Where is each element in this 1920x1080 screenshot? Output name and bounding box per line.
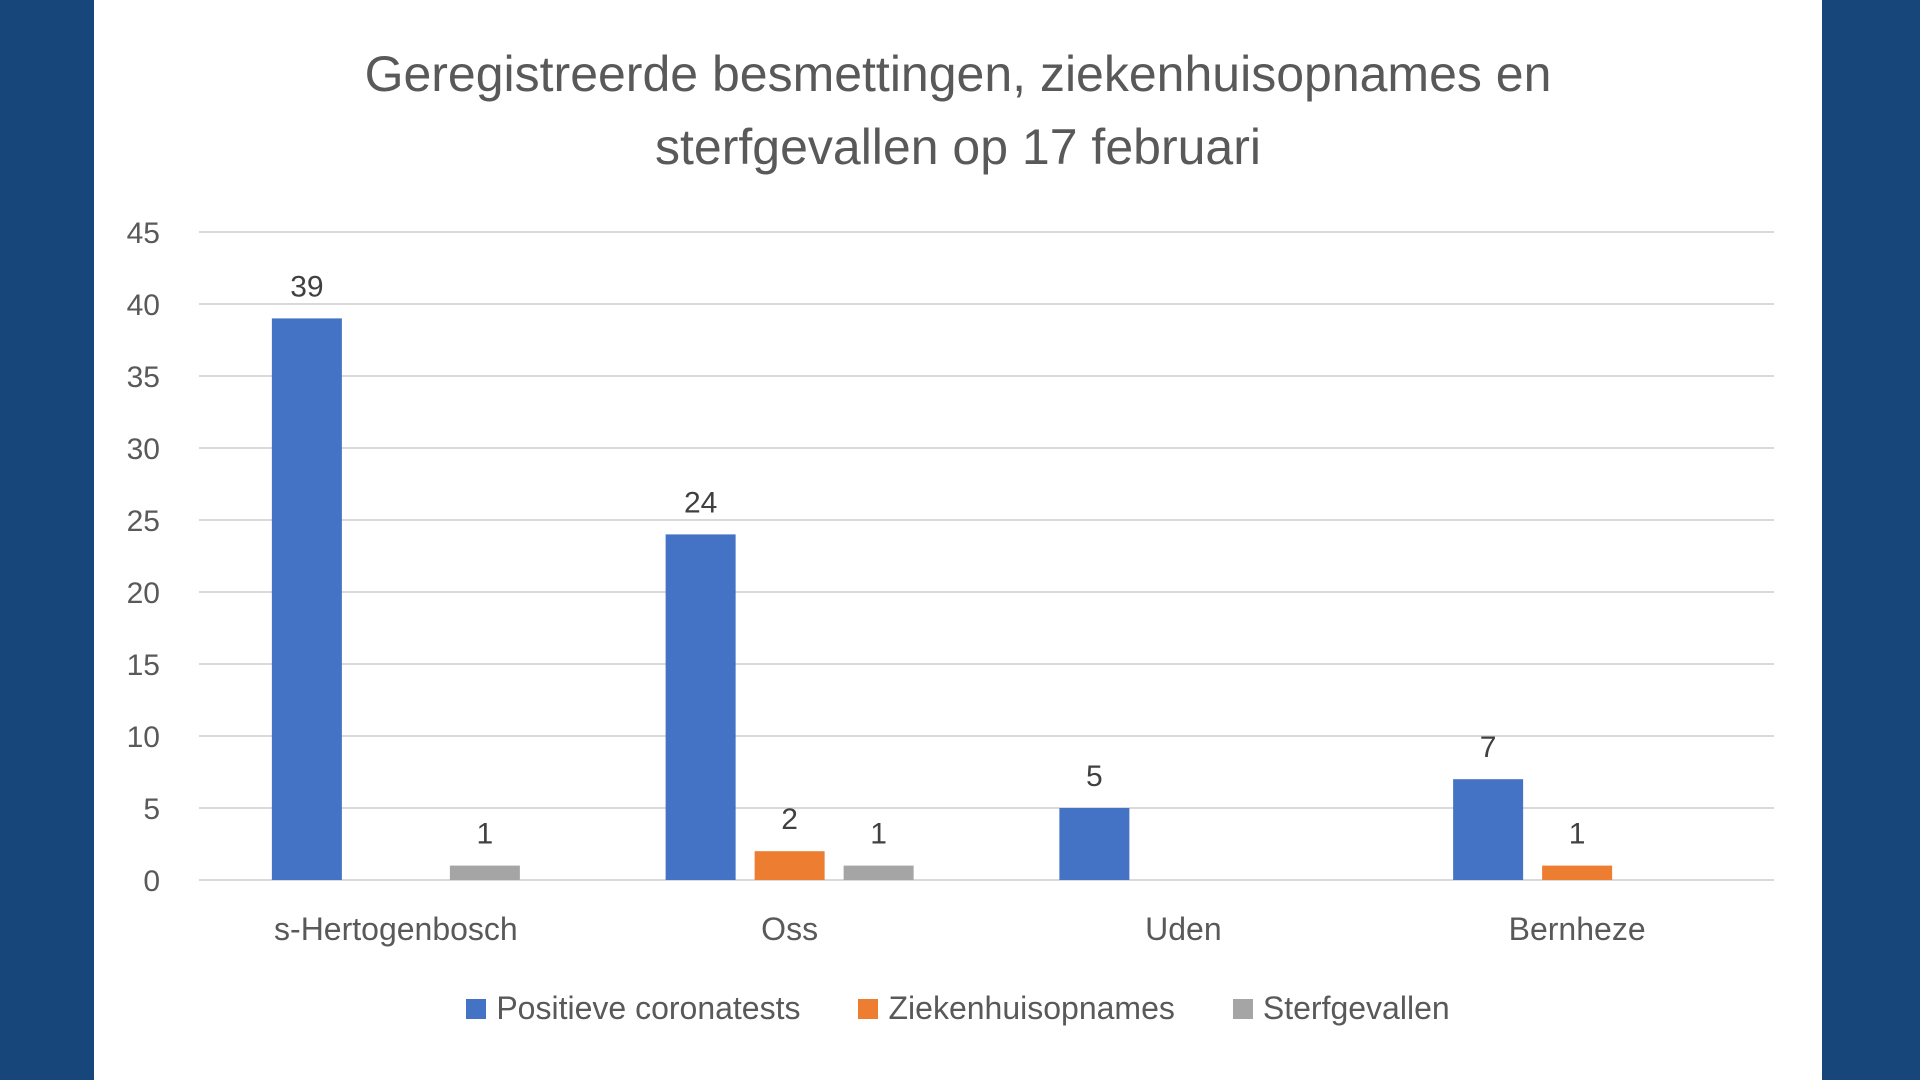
data-label: 1 (1569, 818, 1586, 851)
data-label: 39 (290, 270, 323, 303)
bar-positieve-coronatests (271, 318, 342, 880)
x-tick-label: Oss (761, 911, 818, 947)
bar-positieve-coronatests (1453, 779, 1524, 880)
y-tick-label: 20 (127, 577, 160, 610)
data-label: 1 (870, 818, 887, 851)
legend-label: Sterfgevallen (1262, 990, 1450, 1026)
x-tick-label: Bernheze (1509, 911, 1646, 947)
bar-sterfgevallen (449, 865, 520, 880)
bar-positieve-coronatests (665, 534, 736, 880)
y-tick-label: 30 (127, 433, 160, 466)
bar-ziekenhuisopnames (1542, 865, 1613, 880)
y-tick-label: 5 (143, 793, 160, 826)
bar-sterfgevallen (843, 865, 914, 880)
legend-swatch (466, 998, 487, 1019)
chart-legend: Positieve coronatests Ziekenhuisopnames St… (94, 990, 1822, 1027)
data-label: 24 (684, 486, 717, 519)
y-tick-label: 0 (143, 865, 160, 898)
x-tick-label: s-Hertogenbosch (274, 911, 518, 947)
legend-label: Ziekenhuisopnames (888, 990, 1175, 1026)
y-tick-label: 25 (127, 505, 160, 538)
data-label: 1 (477, 818, 494, 851)
chart-title-line-2: sterfgevallen op 17 februari (655, 119, 1261, 175)
y-tick-label: 45 (127, 217, 160, 250)
data-label: 2 (781, 803, 798, 836)
chart-panel: Geregistreerde besmettingen, ziekenhuiso… (94, 0, 1822, 1080)
data-label: 5 (1086, 760, 1103, 793)
legend-item: Ziekenhuisopnames (858, 990, 1175, 1027)
y-tick-label: 40 (127, 289, 160, 322)
y-tick-label: 35 (127, 361, 160, 394)
legend-swatch (1232, 998, 1253, 1019)
bar-ziekenhuisopnames (754, 851, 825, 880)
bar-positieve-coronatests (1059, 808, 1130, 880)
data-label: 7 (1480, 731, 1497, 764)
legend-label: Positieve coronatests (496, 990, 801, 1026)
y-tick-label: 15 (127, 649, 160, 682)
y-tick-label: 10 (127, 721, 160, 754)
legend-item: Positieve coronatests (466, 990, 800, 1027)
x-tick-label: Uden (1145, 911, 1222, 947)
legend-item: Sterfgevallen (1232, 990, 1450, 1027)
chart-title-line-1: Geregistreerde besmettingen, ziekenhuiso… (364, 46, 1552, 102)
legend-swatch (858, 998, 879, 1019)
chart-title: Geregistreerde besmettingen, ziekenhuiso… (94, 38, 1822, 184)
